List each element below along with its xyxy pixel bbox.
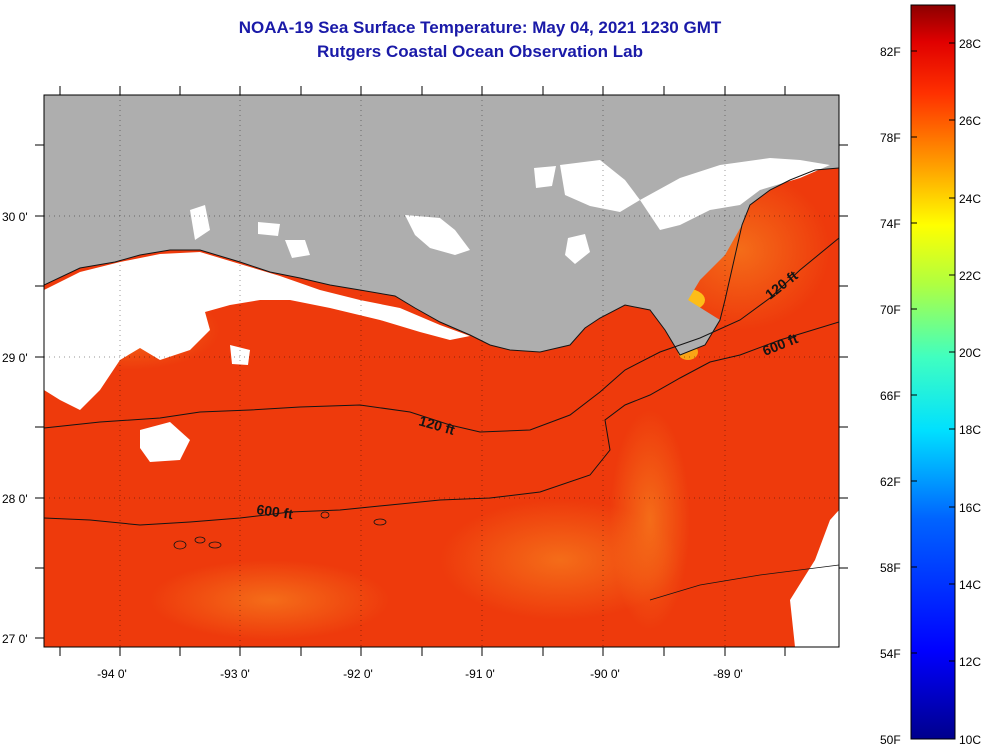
longitude-label: -89 0' bbox=[713, 667, 743, 681]
fahrenheit-label: 54F bbox=[880, 647, 901, 661]
cloud-cover bbox=[44, 158, 839, 647]
seamount-contours bbox=[173, 511, 387, 550]
fahrenheit-label: 62F bbox=[880, 475, 901, 489]
celsius-label: 20C bbox=[959, 346, 981, 360]
contour-600ft-gulf bbox=[649, 564, 839, 601]
contour-600ft bbox=[44, 321, 839, 526]
longitude-label: -90 0' bbox=[590, 667, 620, 681]
contour-120ft bbox=[44, 237, 839, 433]
celsius-label: 18C bbox=[959, 423, 981, 437]
warm-water-swath bbox=[150, 560, 390, 640]
fahrenheit-label: 74F bbox=[880, 217, 901, 231]
latitude-label: 29 0' bbox=[2, 351, 28, 365]
latitude-label: 28 0' bbox=[2, 492, 28, 506]
color-scale-bar bbox=[910, 4, 956, 740]
color-scale-ticks bbox=[911, 42, 955, 662]
celsius-label: 26C bbox=[959, 114, 981, 128]
latitude-label: 30 0' bbox=[2, 210, 28, 224]
fahrenheit-label: 82F bbox=[880, 45, 901, 59]
map-subtitle: Rutgers Coastal Ocean Observation Lab bbox=[317, 42, 643, 61]
celsius-label: 12C bbox=[959, 655, 981, 669]
map-panel: 120 ft 600 ft 120 ft 600 ft bbox=[44, 95, 839, 647]
fahrenheit-label: 70F bbox=[880, 303, 901, 317]
celsius-label: 16C bbox=[959, 501, 981, 515]
celsius-label: 14C bbox=[959, 578, 981, 592]
map-frame bbox=[43, 94, 840, 648]
celsius-label: 10C bbox=[959, 733, 981, 747]
celsius-label: 24C bbox=[959, 192, 981, 206]
coastline bbox=[44, 167, 839, 356]
fahrenheit-label: 78F bbox=[880, 131, 901, 145]
contour-label: 600 ft bbox=[256, 501, 295, 522]
celsius-label: 22C bbox=[959, 269, 981, 283]
warm-water-swath bbox=[610, 410, 690, 630]
longitude-label: -93 0' bbox=[220, 667, 250, 681]
longitude-label: -94 0' bbox=[97, 667, 127, 681]
map-title: NOAA-19 Sea Surface Temperature: May 04,… bbox=[238, 18, 722, 37]
celsius-label: 28C bbox=[959, 37, 981, 51]
axis-ticks bbox=[35, 86, 848, 656]
longitude-label: -91 0' bbox=[465, 667, 495, 681]
fahrenheit-label: 66F bbox=[880, 389, 901, 403]
fahrenheit-label: 58F bbox=[880, 561, 901, 575]
fahrenheit-label: 50F bbox=[880, 733, 901, 747]
longitude-label: -92 0' bbox=[343, 667, 373, 681]
graticule bbox=[44, 95, 839, 647]
latitude-label: 27 0' bbox=[2, 632, 28, 646]
